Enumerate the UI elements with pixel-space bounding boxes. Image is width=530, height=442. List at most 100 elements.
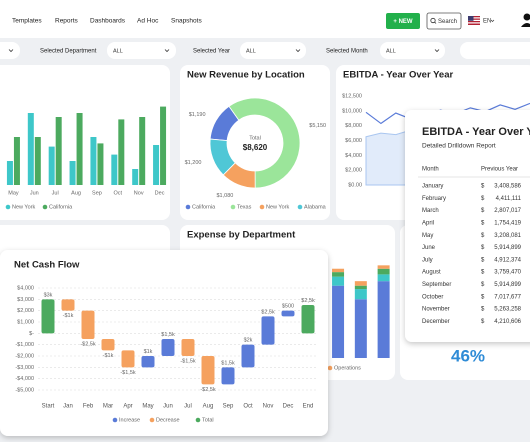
dropdown[interactable] (380, 42, 445, 59)
x-tick-label: Dec (155, 190, 165, 196)
bar-segment (332, 268, 345, 273)
flag-icon[interactable] (468, 16, 480, 25)
y-tick-label: $1,000 (17, 319, 34, 325)
bar-segment (332, 272, 345, 277)
row-currency: $ (481, 294, 485, 300)
waterfall-bar (301, 305, 315, 334)
x-tick-label: Nov (263, 404, 274, 410)
x-tick-label: Start (42, 404, 55, 410)
drilldown-card: EBITDA - Year Over Year Detailed Drilldo… (405, 110, 530, 342)
bar-segment (354, 289, 367, 300)
chevron (164, 49, 170, 53)
x-tick-label: Jul (52, 190, 59, 196)
nav-item[interactable]: Reports (55, 18, 79, 25)
row-amount: 4,411,111 (496, 196, 522, 202)
row-month: May (422, 233, 433, 239)
value-label: $1,5k (221, 360, 235, 366)
legend-swatch (149, 417, 155, 423)
center-value: $8,620 (243, 143, 268, 152)
value-label: $2,5k (301, 298, 315, 304)
x-tick-label: Sep (223, 404, 234, 410)
search-button[interactable] (426, 12, 462, 30)
bar (48, 146, 55, 185)
dropdown-value[interactable]: ALL (113, 48, 123, 54)
nav-item[interactable]: Dashboards (90, 18, 126, 25)
avatar[interactable] (523, 13, 530, 21)
nav-item[interactable]: Ad Hoc (137, 18, 159, 25)
value-label: $500 (282, 304, 294, 310)
legend-label: California (49, 204, 73, 210)
search-icon (434, 21, 437, 24)
waterfall-bar (181, 339, 195, 356)
row-currency: $ (481, 245, 485, 251)
dropdown[interactable] (460, 42, 530, 59)
row-amount: 5,263,258 (494, 307, 521, 313)
legend-swatch (112, 417, 118, 423)
x-tick-label: Dec (283, 404, 294, 410)
row-month: October (422, 294, 443, 300)
value-label: -$1k (103, 353, 114, 359)
waterfall-bar (121, 350, 135, 368)
row-month: January (422, 184, 443, 190)
row-month: March (422, 208, 439, 214)
bar-segment (332, 285, 345, 358)
nav-item[interactable]: Snapshots (171, 18, 202, 25)
y-tick-label: $0.00 (348, 182, 362, 188)
bar (27, 113, 34, 185)
pie-slice (228, 97, 301, 189)
nav-item[interactable]: Templates (12, 18, 42, 25)
dropdown-value[interactable]: ALL (386, 48, 396, 54)
waterfall-bar (261, 316, 275, 345)
row-currency: $ (481, 220, 485, 226)
bar-segment (354, 281, 367, 286)
legend-label: New York (12, 204, 35, 210)
value-label: $2k (244, 338, 253, 344)
waterfall-bar (161, 339, 175, 356)
dropdown-value[interactable]: ALL (246, 48, 256, 54)
row-amount: 5,914,899 (494, 245, 521, 251)
x-tick-label: Aug (203, 404, 214, 410)
dropdown[interactable] (240, 42, 306, 59)
filter-label: Selected Department (40, 49, 97, 55)
row-month: August (422, 270, 441, 276)
drilldown-subtitle: Detailed Drilldown Report (422, 143, 496, 150)
x-tick-label: Feb (83, 404, 94, 410)
row-amount: 7,017,677 (494, 294, 521, 300)
x-tick-label: Sep (92, 190, 102, 196)
x-tick-label: May (142, 404, 153, 410)
search-label[interactable]: Search (438, 19, 457, 25)
slice-label: $5,150 (309, 123, 326, 129)
new-button-label[interactable]: + NEW (393, 19, 413, 25)
x-tick-label: Aug (71, 190, 81, 196)
chevron (8, 49, 14, 53)
row-currency: $ (481, 208, 485, 214)
row-currency: $ (481, 184, 485, 190)
bar (13, 137, 20, 185)
waterfall-bar (281, 310, 295, 317)
chevron (490, 19, 495, 22)
legend-label: Increase (119, 417, 140, 423)
row-currency: $ (481, 319, 485, 325)
card (405, 110, 530, 342)
language[interactable]: EN (483, 19, 491, 25)
column-header: Previous Year (481, 167, 518, 173)
legend-swatch (185, 204, 191, 210)
waterfall-bar (141, 356, 155, 368)
value-label: -$1,5k (120, 370, 136, 376)
value-label: $1k (144, 349, 153, 355)
legend-swatch (195, 417, 201, 423)
chart-title: New Revenue by Location (187, 70, 305, 81)
legend-swatch (5, 204, 11, 210)
bar (34, 137, 41, 185)
bar (69, 161, 76, 185)
x-tick-label: Oct (114, 190, 123, 196)
waterfall-bar (241, 344, 255, 368)
cash-card: Net Cash Flow $4,000 $3,000 $2,000 $1,000 $- -… (0, 250, 328, 436)
dropdown[interactable] (107, 42, 176, 59)
bar (160, 106, 167, 185)
kpi-value: 46% (451, 346, 485, 365)
row-amount: 4,210,606 (494, 319, 521, 325)
y-tick-label: -$1,000 (15, 342, 34, 348)
value-label: $3k (44, 292, 53, 298)
new-button[interactable] (386, 13, 420, 29)
